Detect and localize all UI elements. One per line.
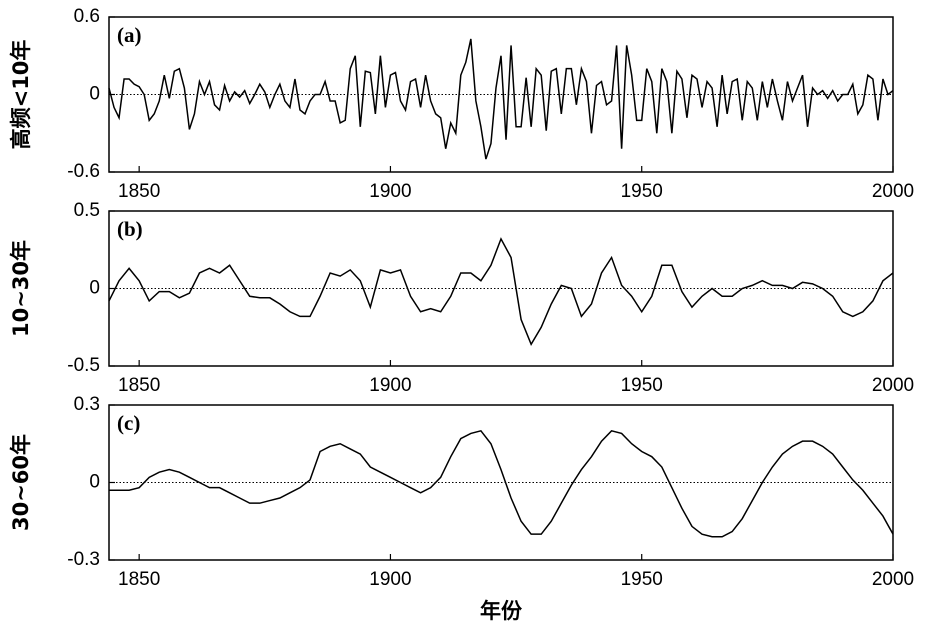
y-tick-label: -0.5 (67, 355, 100, 376)
x-tick-label: 1950 (621, 181, 663, 202)
y-tick-label: 0 (89, 472, 100, 493)
data-line (109, 429, 894, 538)
y-tick-label: 0.6 (74, 6, 100, 27)
y-tick-label: 0 (89, 278, 100, 299)
panel-label: (a) (117, 23, 142, 47)
y-tick-label: 0.5 (74, 200, 100, 221)
y-tick-label: -0.6 (67, 161, 100, 182)
x-tick-label: 1900 (369, 569, 411, 590)
y-axis-title: 30~60年 (9, 434, 33, 531)
data-line (108, 237, 894, 346)
x-tick-label: 1900 (369, 375, 411, 396)
x-tick-label: 1850 (118, 569, 160, 590)
x-tick-label: 2000 (872, 181, 914, 202)
x-tick-label: 1950 (621, 375, 663, 396)
x-axis-title: 年份 (480, 599, 523, 623)
panel-label: (c) (117, 411, 140, 435)
y-axis-title: 10~30年 (9, 240, 33, 337)
y-tick-label: 0 (89, 84, 100, 105)
data-line (108, 38, 894, 160)
y-axis-title: 高频<10年 (9, 40, 33, 150)
x-tick-label: 2000 (872, 569, 914, 590)
x-tick-label: 1850 (118, 375, 160, 396)
x-tick-label: 1850 (118, 181, 160, 202)
x-tick-label: 2000 (872, 375, 914, 396)
y-tick-label: 0.3 (74, 394, 100, 415)
y-tick-label: -0.3 (67, 549, 100, 570)
x-tick-label: 1950 (621, 569, 663, 590)
x-tick-label: 1900 (369, 181, 411, 202)
panel-label: (b) (117, 217, 143, 241)
